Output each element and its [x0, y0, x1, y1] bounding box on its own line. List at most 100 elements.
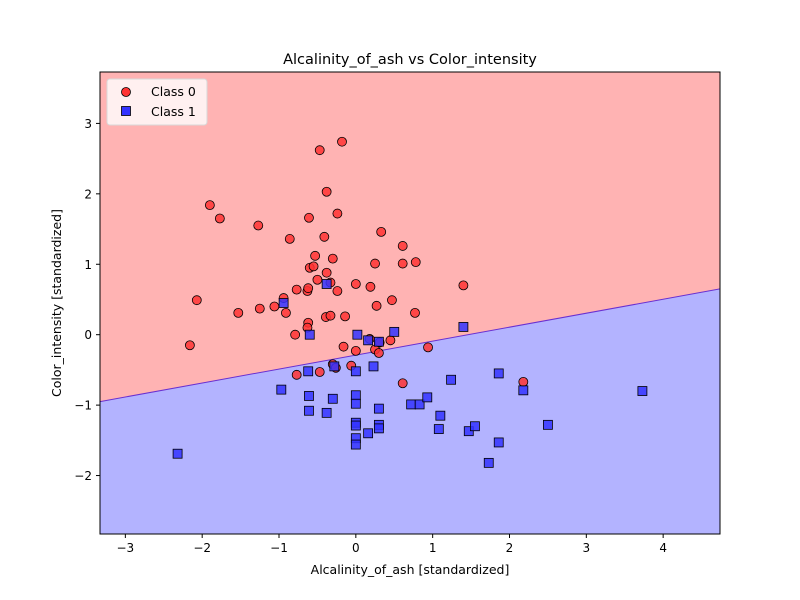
class-1-point-15 [350, 390, 361, 401]
class-0-point-10 [376, 226, 387, 237]
y-tick-label-3: 1 [84, 258, 92, 272]
class-1-point-17 [304, 405, 314, 416]
class-1-point-6 [458, 322, 469, 332]
class-1-point-22 [422, 392, 433, 403]
x-tick-label-6: 3 [582, 541, 590, 555]
class-0-point-45 [338, 341, 349, 352]
class-1-point-25 [518, 385, 529, 396]
plot-frame [99, 71, 721, 535]
class-0-point-34 [387, 295, 397, 306]
class-0-point-22 [254, 303, 265, 314]
class-1-point-16 [350, 398, 361, 409]
class-0-point-46 [350, 345, 361, 356]
class-0-point-52 [423, 342, 433, 353]
legend-label-class-1: Class 1 [151, 104, 196, 119]
class-0-point-19 [410, 257, 421, 268]
x-axis-label: Alcalinity_of_ash [standardized] [311, 562, 510, 577]
class-0-point-49 [373, 348, 384, 358]
legend-label-class-0: Class 0 [151, 84, 196, 99]
class-1-point-1 [321, 279, 332, 289]
legend: Class 0 Class 1 [106, 78, 208, 126]
class-0-point-30 [332, 286, 343, 296]
class-0-point-59 [518, 376, 529, 387]
class-0-point-7 [332, 208, 343, 219]
class-0-point-35 [458, 280, 469, 291]
class-1-point-0 [278, 298, 289, 308]
class-1-point-8 [368, 361, 379, 372]
class-1-point-36 [543, 419, 553, 430]
class-1-point-3 [352, 329, 363, 340]
x-tick-label-2: −1 [270, 541, 288, 555]
class-1-point-38 [350, 439, 361, 450]
class-0-point-16 [370, 258, 380, 269]
class-0-point-8 [284, 234, 295, 244]
x-tick-label-5: 2 [506, 541, 514, 555]
class-1-point-35 [470, 421, 480, 432]
y-tick-label-5: 3 [84, 117, 92, 131]
class-1-point-41 [172, 448, 183, 459]
class-0-point-5 [321, 186, 332, 197]
class-1-point-10 [350, 366, 361, 377]
class-1-point-26 [637, 386, 648, 396]
class-0-point-0 [314, 145, 325, 156]
chart-title: Alcalinity_of_ash vs Color_intensity [283, 52, 537, 68]
class-1-point-14 [327, 393, 338, 404]
plot-area [100, 72, 720, 534]
x-axis-ticks: −3 −2 −1 0 1 2 3 4 [117, 534, 667, 555]
class-1-decision-region [100, 288, 720, 534]
x-tick-label-4: 1 [429, 541, 437, 555]
y-axis-label: Color_intensity [standardized] [49, 209, 64, 397]
class-0-point-57 [291, 369, 302, 380]
class-0-point-9 [319, 231, 330, 242]
class-0-point-51 [385, 335, 396, 346]
class-0-point-36 [281, 307, 291, 318]
class-1-point-5 [389, 326, 400, 337]
y-tick-label-4: 2 [84, 187, 92, 201]
legend-marker-class-1 [121, 106, 131, 116]
class-0-point-41 [340, 311, 350, 322]
class-0-point-6 [304, 212, 314, 223]
class-1-point-13 [304, 391, 314, 401]
class-0-point-28 [312, 274, 323, 285]
y-axis-ticks: −2 −1 0 1 2 3 [74, 117, 100, 483]
class-0-point-58 [397, 378, 408, 389]
class-1-point-29 [350, 420, 361, 431]
class-0-point-31 [350, 279, 361, 289]
class-0-point-14 [308, 261, 319, 272]
x-tick-label-3: 0 [352, 541, 360, 555]
class-1-point-23 [446, 374, 457, 385]
y-tick-label-0: −2 [74, 469, 92, 483]
class-1-point-20 [406, 399, 417, 410]
class-0-point-11 [310, 250, 321, 261]
y-tick-label-1: −1 [74, 399, 92, 413]
class-1-point-27 [435, 410, 446, 421]
x-tick-label-1: −2 [193, 541, 211, 555]
class-0-point-42 [410, 307, 420, 318]
class-1-point-9 [303, 366, 314, 377]
class-0-point-27 [303, 283, 314, 294]
class-1-point-4 [363, 335, 374, 346]
data-markers [172, 136, 648, 468]
class-1-point-7 [373, 336, 384, 347]
class-0-point-15 [321, 267, 332, 278]
class-0-point-25 [291, 284, 302, 295]
class-1-point-24 [493, 368, 504, 379]
class-0-point-3 [214, 213, 225, 224]
legend-box [106, 78, 208, 126]
class-1-point-21 [414, 399, 425, 410]
y-tick-label-2: 0 [84, 328, 92, 342]
class-0-point-40 [325, 310, 336, 321]
class-0-point-20 [191, 295, 202, 306]
class-0-point-44 [184, 340, 195, 351]
class-1-point-31 [373, 423, 384, 434]
class-1-point-32 [363, 428, 374, 439]
class-1-point-40 [483, 457, 494, 468]
class-1-point-33 [433, 424, 444, 434]
class-0-point-21 [233, 307, 244, 318]
class-0-point-1 [337, 136, 347, 147]
x-tick-label-7: 4 [659, 541, 667, 555]
class-1-point-39 [493, 437, 504, 448]
class-1-point-11 [329, 361, 340, 372]
class-1-point-19 [373, 403, 384, 414]
